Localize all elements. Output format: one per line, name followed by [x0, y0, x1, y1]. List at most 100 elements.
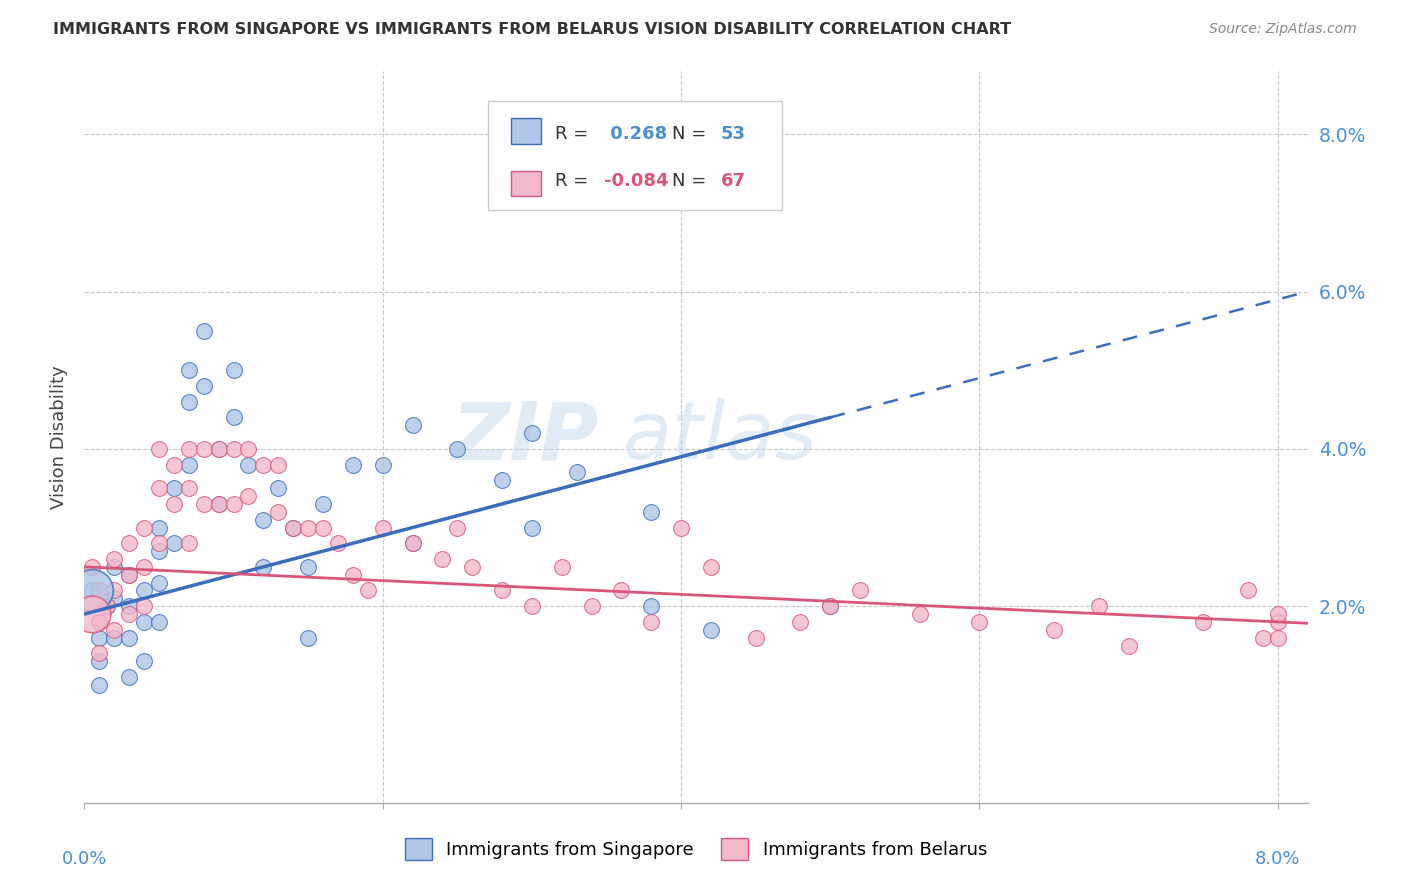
Point [193, 442, 215, 456]
Point [640, 505, 662, 519]
Point [1043, 623, 1066, 637]
Point [193, 497, 215, 511]
Point [163, 497, 186, 511]
Point [267, 505, 290, 519]
Point [401, 536, 423, 550]
Point [103, 623, 125, 637]
Point [148, 544, 170, 558]
Text: N =: N = [672, 125, 706, 143]
Point [520, 426, 543, 441]
Point [118, 670, 141, 684]
Point [103, 583, 125, 598]
Point [148, 575, 170, 590]
Point [177, 442, 200, 456]
Point [789, 615, 811, 629]
Point [1251, 631, 1274, 645]
Point [520, 520, 543, 534]
Legend: Immigrants from Singapore, Immigrants from Belarus: Immigrants from Singapore, Immigrants fr… [398, 830, 994, 867]
Point [818, 599, 841, 614]
FancyBboxPatch shape [512, 171, 541, 196]
Point [252, 513, 274, 527]
Point [267, 481, 290, 495]
Point [610, 583, 633, 598]
Point [118, 536, 141, 550]
Text: IMMIGRANTS FROM SINGAPORE VS IMMIGRANTS FROM BELARUS VISION DISABILITY CORRELATI: IMMIGRANTS FROM SINGAPORE VS IMMIGRANTS … [53, 22, 1011, 37]
Point [238, 489, 260, 503]
Point [640, 615, 662, 629]
Point [581, 599, 603, 614]
Point [1237, 583, 1260, 598]
Point [297, 559, 319, 574]
Point [118, 567, 141, 582]
Point [96, 599, 118, 614]
Point [849, 583, 872, 598]
Point [744, 631, 766, 645]
FancyBboxPatch shape [512, 118, 541, 144]
Point [96, 599, 118, 614]
Point [461, 559, 484, 574]
Point [80, 607, 103, 621]
Point [80, 559, 103, 574]
Text: 0.0%: 0.0% [62, 850, 107, 868]
Point [969, 615, 991, 629]
Point [89, 646, 111, 660]
Point [148, 520, 170, 534]
Point [371, 520, 394, 534]
Text: 8.0%: 8.0% [1256, 850, 1301, 868]
Point [491, 473, 513, 487]
Point [132, 654, 155, 668]
Point [148, 615, 170, 629]
Point [1087, 599, 1109, 614]
Point [1118, 639, 1140, 653]
Point [193, 379, 215, 393]
Point [640, 599, 662, 614]
Point [700, 623, 723, 637]
Point [565, 466, 588, 480]
Point [491, 583, 513, 598]
Text: 53: 53 [720, 125, 745, 143]
Text: R =: R = [555, 172, 589, 190]
Point [163, 458, 186, 472]
Text: Source: ZipAtlas.com: Source: ZipAtlas.com [1209, 22, 1357, 37]
Point [177, 536, 200, 550]
Point [700, 559, 723, 574]
Point [148, 536, 170, 550]
Point [908, 607, 931, 621]
Point [148, 481, 170, 495]
Point [207, 442, 229, 456]
FancyBboxPatch shape [488, 101, 782, 211]
Point [401, 418, 423, 433]
Point [163, 481, 186, 495]
Point [103, 552, 125, 566]
Point [312, 497, 335, 511]
Text: ZIP: ZIP [451, 398, 598, 476]
Point [222, 410, 245, 425]
Point [551, 559, 574, 574]
Point [283, 520, 305, 534]
Point [283, 520, 305, 534]
Point [89, 615, 111, 629]
Point [669, 520, 692, 534]
Point [132, 583, 155, 598]
Point [267, 458, 290, 472]
Y-axis label: Vision Disability: Vision Disability [49, 365, 67, 509]
Point [744, 190, 766, 204]
Point [252, 559, 274, 574]
Point [89, 678, 111, 692]
Point [118, 631, 141, 645]
Point [89, 615, 111, 629]
Point [103, 559, 125, 574]
Point [1267, 615, 1289, 629]
Point [80, 583, 103, 598]
Point [222, 497, 245, 511]
Point [342, 458, 364, 472]
Text: N =: N = [672, 172, 706, 190]
Point [1267, 631, 1289, 645]
Text: 0.268: 0.268 [605, 125, 668, 143]
Point [1192, 615, 1215, 629]
Point [177, 481, 200, 495]
Point [207, 497, 229, 511]
Point [207, 497, 229, 511]
Point [238, 442, 260, 456]
Point [342, 567, 364, 582]
